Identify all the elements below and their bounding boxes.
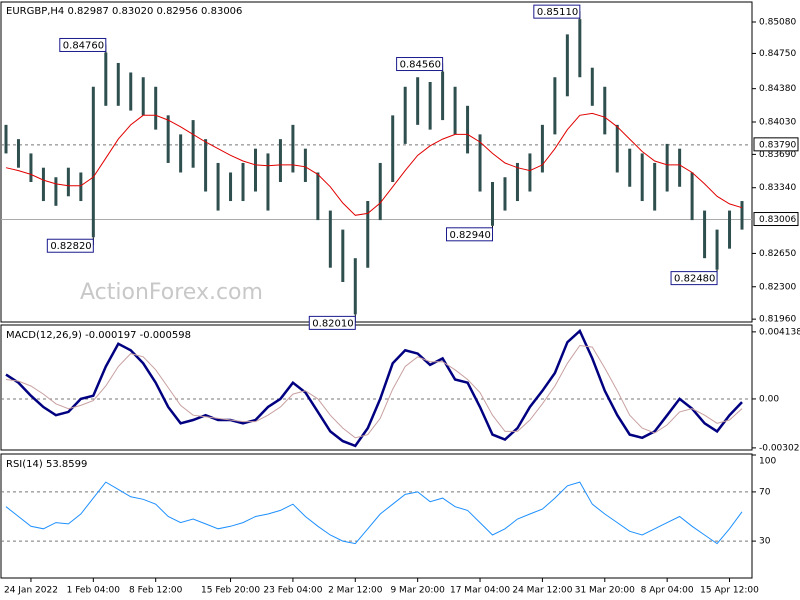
level-label-box bbox=[753, 137, 799, 152]
y-tick-label: 0.84030 bbox=[759, 118, 796, 128]
y-tick-label: 0.82300 bbox=[759, 282, 796, 292]
x-tick-label: 8 Apr 04:00 bbox=[641, 586, 694, 596]
annotation-box bbox=[396, 57, 444, 72]
panel-title: EURGBP,H4 0.82987 0.83020 0.82956 0.8300… bbox=[6, 6, 242, 17]
level-label: 0.83006 bbox=[759, 215, 796, 225]
series-line bbox=[5, 481, 743, 545]
panel-title: MACD(12,26,9) -0.000197 -0.000598 bbox=[6, 330, 191, 341]
level-label: 0.83790 bbox=[759, 140, 796, 150]
y-tick-label: 0.004138 bbox=[759, 328, 800, 338]
annotation-label: 0.84560 bbox=[400, 60, 441, 71]
annotation-box bbox=[308, 315, 356, 330]
y-tick-label: 0.84380 bbox=[759, 84, 796, 94]
x-tick-label: 2 Mar 12:00 bbox=[328, 586, 383, 596]
x-tick-label: 24 Jan 2022 bbox=[4, 586, 58, 596]
y-tick-label: 0.85080 bbox=[759, 18, 796, 28]
x-tick-label: 15 Apr 12:00 bbox=[700, 586, 759, 596]
x-tick-label: 9 Mar 20:00 bbox=[390, 586, 445, 596]
y-tick-label: 0.81960 bbox=[759, 315, 796, 325]
y-tick-label: 0.82650 bbox=[759, 249, 796, 259]
y-tick-label: -0.00302 bbox=[759, 443, 799, 453]
y-tick-label: 0.83690 bbox=[759, 150, 796, 160]
series-line bbox=[5, 344, 743, 439]
series-line bbox=[5, 328, 743, 448]
annotation-label: 0.82010 bbox=[312, 318, 353, 329]
price-panel bbox=[0, 1, 753, 323]
annotation-box bbox=[46, 238, 94, 253]
x-tick-label: 8 Feb 12:00 bbox=[129, 586, 183, 596]
series-line bbox=[5, 112, 743, 216]
x-tick-label: 23 Feb 04:00 bbox=[263, 586, 322, 596]
annotation-box bbox=[446, 227, 494, 242]
x-tick-label: 15 Feb 20:00 bbox=[201, 586, 260, 596]
rsi-panel bbox=[0, 453, 753, 579]
level-label-box bbox=[753, 212, 799, 227]
annotation-label: 0.82820 bbox=[50, 241, 91, 252]
macd-panel bbox=[0, 324, 753, 451]
x-tick-label: 31 Mar 20:00 bbox=[575, 586, 635, 596]
y-tick-label: 70 bbox=[759, 487, 771, 497]
x-tick-label: 17 Mar 04:00 bbox=[450, 586, 510, 596]
x-tick-label: 24 Mar 12:00 bbox=[512, 586, 572, 596]
y-tick-label: 0.83340 bbox=[759, 183, 796, 193]
y-tick-label: 100 bbox=[759, 457, 776, 467]
x-tick-label: 1 Feb 04:00 bbox=[67, 586, 121, 596]
annotation-box bbox=[670, 271, 718, 286]
watermark: ActionForex.com bbox=[80, 280, 263, 305]
y-tick-label: 0.00 bbox=[759, 394, 779, 404]
annotation-box bbox=[59, 37, 107, 52]
panel-title: RSI(14) 53.8599 bbox=[6, 459, 87, 470]
annotation-label: 0.85110 bbox=[537, 7, 578, 18]
annotation-label: 0.82480 bbox=[674, 274, 715, 285]
annotation-box bbox=[533, 4, 581, 19]
annotation-label: 0.82940 bbox=[450, 230, 491, 241]
y-tick-label: 30 bbox=[759, 537, 771, 547]
y-tick-label: 0.84750 bbox=[759, 49, 796, 59]
annotation-label: 0.84760 bbox=[63, 40, 104, 51]
